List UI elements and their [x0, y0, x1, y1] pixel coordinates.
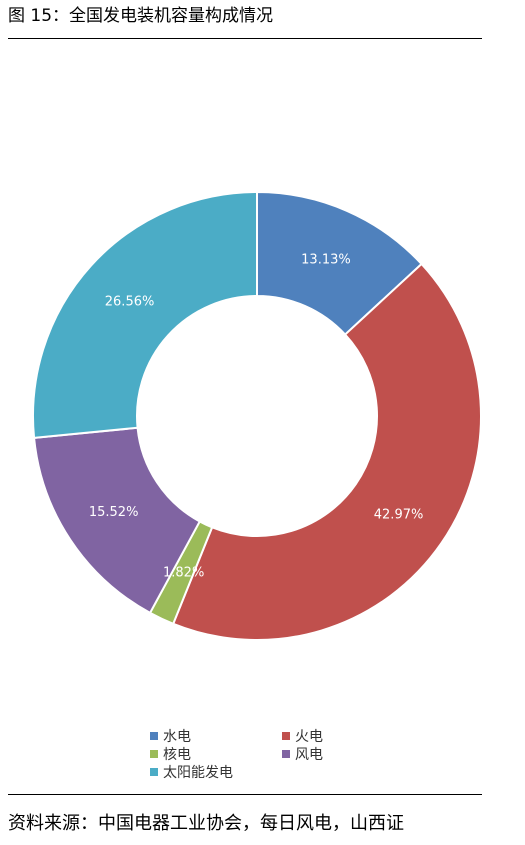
chart-title: 图 15：全国发电装机容量构成情况 [8, 6, 274, 26]
legend-label: 风电 [295, 747, 323, 763]
legend-swatch [150, 768, 158, 776]
slice-label-3: 1.82% [163, 566, 204, 581]
legend-swatch [282, 750, 290, 758]
slice-label-5: 26.56% [105, 294, 155, 309]
slice-label-2: 42.97% [374, 508, 424, 523]
donut-chart: 13.13% 42.97% 1.82% 15.52% 26.56% [32, 190, 482, 641]
donut-slices [32, 190, 482, 641]
slice-4 [32, 426, 202, 615]
slice-5 [32, 190, 258, 440]
legend-swatch [150, 732, 158, 740]
legend-item-4: 风电 [282, 744, 323, 764]
bottom-divider [8, 794, 482, 795]
legend-item-2: 火电 [282, 726, 323, 746]
legend-item-1: 水电 [150, 726, 191, 746]
source-note: 资料来源：中国电器工业协会，每日风电，山西证 [8, 813, 404, 834]
slice-2 [171, 262, 482, 641]
legend-label: 火电 [295, 729, 323, 745]
legend-label: 水电 [163, 729, 191, 745]
legend-swatch [282, 732, 290, 740]
slice-label-4: 15.52% [89, 505, 139, 520]
legend-item-3: 核电 [150, 744, 191, 764]
slice-label-1: 13.13% [301, 252, 351, 267]
top-divider [8, 38, 482, 39]
legend-label: 太阳能发电 [163, 765, 233, 781]
legend-swatch [150, 750, 158, 758]
legend-label: 核电 [163, 747, 191, 763]
legend-item-5: 太阳能发电 [150, 762, 233, 782]
donut-slice-labels: 13.13% 42.97% 1.82% 15.52% 26.56% [89, 252, 423, 580]
